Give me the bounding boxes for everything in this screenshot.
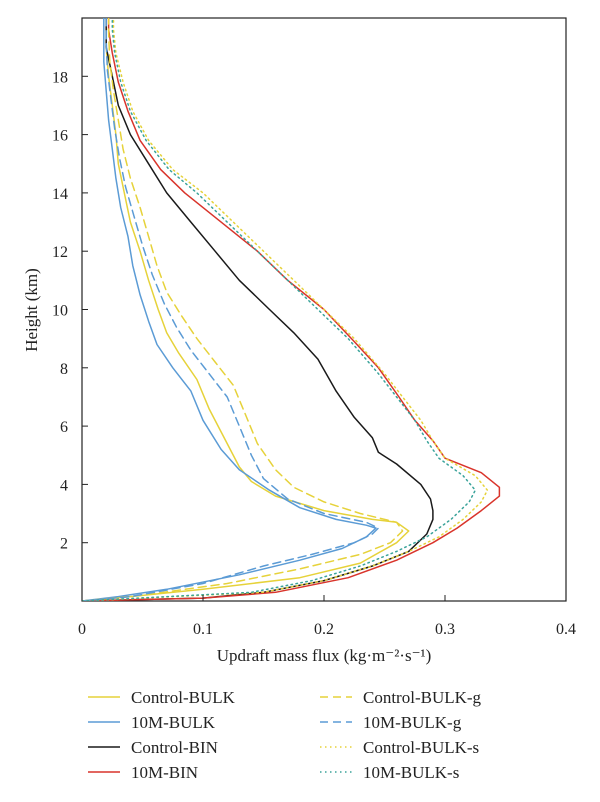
legend-label: Control-BULK-s — [363, 738, 479, 757]
x-tick-label: 0.2 — [314, 621, 334, 638]
y-axis-title: Height (km) — [22, 268, 41, 352]
series-line-10m-bulk — [82, 18, 377, 601]
legend-label: Control-BULK — [131, 688, 236, 707]
legend-label: Control-BIN — [131, 738, 218, 757]
legend-label: 10M-BULK-g — [363, 713, 462, 732]
series-line-10m-bulk-s — [82, 18, 477, 601]
x-tick-label: 0.3 — [435, 621, 455, 638]
legend-label: 10M-BULK — [131, 713, 216, 732]
y-tick-label: 8 — [60, 361, 68, 378]
y-tick-label: 2 — [60, 536, 68, 553]
series-line-control-bulk-g — [82, 18, 404, 601]
y-tick-label: 12 — [52, 244, 68, 261]
y-tick-label: 4 — [60, 477, 68, 494]
y-tick-label: 6 — [60, 419, 68, 436]
y-tick-label: 18 — [52, 69, 68, 86]
y-tick-label: 10 — [52, 303, 68, 320]
series-line-10m-bulk-g — [82, 18, 380, 601]
legend-label: 10M-BULK-s — [363, 763, 459, 782]
y-tick-label: 16 — [52, 128, 68, 145]
x-tick-label: 0.1 — [193, 621, 213, 638]
y-tick-label: 14 — [52, 186, 68, 203]
x-axis: 0 0.1 0.2 0.3 0.4 — [78, 595, 576, 638]
x-axis-title: Updraft mass flux (kg·m⁻²·s⁻¹) — [217, 646, 432, 665]
legend-label: Control-BULK-g — [363, 688, 482, 707]
series-group — [82, 18, 501, 601]
legend: Control-BULK 10M-BULK Control-BIN 10M-BIN Co… — [88, 688, 482, 782]
series-line-control-bulk — [82, 18, 410, 601]
series-line-control-bulk-s — [82, 18, 489, 601]
x-tick-label: 0 — [78, 621, 86, 638]
legend-label: 10M-BIN — [131, 763, 198, 782]
x-tick-label: 0.4 — [556, 621, 576, 638]
series-line-10m-bin — [82, 18, 501, 601]
y-axis: 2 4 6 8 10 12 14 16 18 — [52, 69, 88, 553]
